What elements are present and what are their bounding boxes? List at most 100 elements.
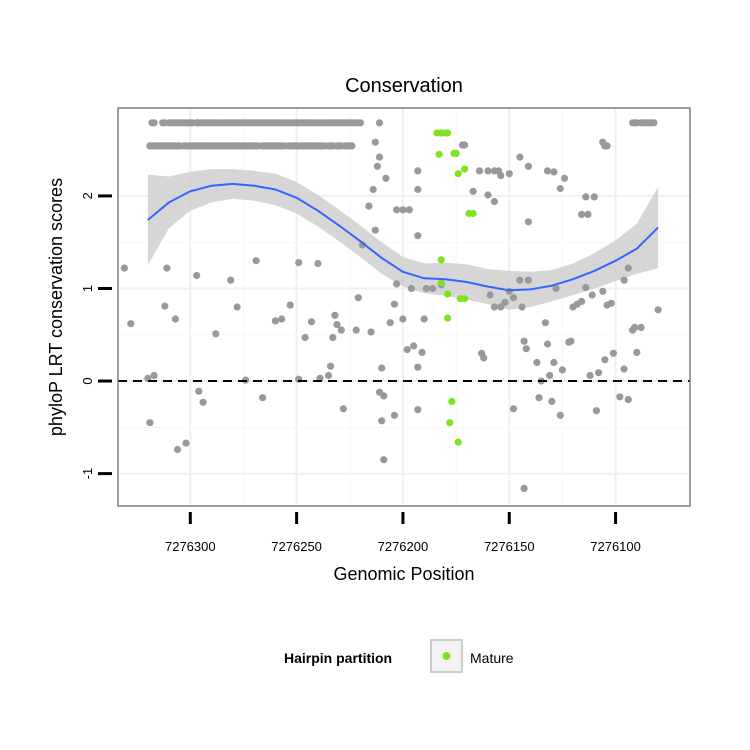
point-other-205 bbox=[371, 226, 379, 234]
point-other-300 bbox=[509, 405, 518, 413]
point-other-287 bbox=[418, 348, 426, 356]
point-other-315 bbox=[558, 366, 567, 374]
point-other-198 bbox=[371, 138, 379, 146]
point-other-229 bbox=[582, 193, 590, 201]
point-other-254 bbox=[278, 315, 286, 323]
point-other-295 bbox=[490, 303, 498, 311]
point-other-249 bbox=[233, 303, 241, 311]
point-other-304 bbox=[522, 345, 530, 353]
point-other-221 bbox=[505, 170, 513, 178]
point-other-213 bbox=[461, 141, 469, 149]
point-other-252 bbox=[259, 394, 267, 402]
point-other-325 bbox=[592, 407, 601, 415]
chart-title: Conservation bbox=[345, 75, 463, 97]
legend-swatch-mature bbox=[442, 652, 451, 660]
point-other-248 bbox=[227, 276, 235, 284]
point-other-91 bbox=[150, 119, 158, 127]
point-mature-15 bbox=[461, 295, 469, 303]
legend-title: Hairpin partition bbox=[284, 650, 392, 666]
smooth-line bbox=[147, 182, 659, 292]
point-other-203 bbox=[365, 202, 373, 210]
point-other-228 bbox=[560, 174, 569, 182]
point-other-302 bbox=[518, 303, 526, 311]
smooth-line-group bbox=[147, 182, 659, 292]
point-other-293 bbox=[480, 354, 488, 362]
point-mature-17 bbox=[448, 397, 456, 405]
point-other-336 bbox=[624, 264, 632, 272]
point-other-207 bbox=[414, 185, 422, 194]
point-other-299 bbox=[509, 294, 518, 302]
point-other-259 bbox=[307, 318, 316, 326]
point-other-312 bbox=[548, 397, 556, 405]
point-other-218 bbox=[469, 187, 477, 195]
point-other-231 bbox=[584, 210, 592, 218]
point-other-232 bbox=[578, 210, 586, 218]
point-other-272 bbox=[378, 364, 386, 372]
point-other-227 bbox=[556, 184, 564, 193]
point-other-200 bbox=[373, 162, 381, 170]
point-other-328 bbox=[601, 356, 609, 364]
y-tick-label-1: 0 bbox=[80, 377, 95, 384]
point-mature-4 bbox=[435, 150, 443, 158]
x-axis-title: Genomic Position bbox=[333, 564, 474, 584]
point-other-281 bbox=[399, 315, 407, 323]
point-other-238 bbox=[146, 419, 154, 427]
point-other-341 bbox=[654, 306, 662, 314]
point-other-289 bbox=[422, 284, 430, 293]
point-other-225 bbox=[543, 167, 552, 175]
point-other-276 bbox=[380, 456, 388, 464]
point-mature-19 bbox=[454, 438, 462, 446]
x-tick-label-1: 7276250 bbox=[271, 539, 322, 554]
point-other-270 bbox=[354, 294, 362, 302]
point-other-241 bbox=[171, 315, 179, 323]
point-other-335 bbox=[620, 276, 628, 284]
point-other-311 bbox=[546, 371, 554, 380]
point-other-255 bbox=[286, 301, 294, 309]
point-mature-12 bbox=[437, 279, 445, 287]
point-other-223 bbox=[516, 153, 524, 161]
point-mature-16 bbox=[444, 314, 452, 322]
point-other-330 bbox=[607, 299, 615, 307]
point-other-264 bbox=[331, 311, 339, 319]
point-other-296 bbox=[497, 303, 505, 311]
point-other-193 bbox=[650, 119, 658, 127]
point-other-282 bbox=[403, 346, 411, 354]
point-other-332 bbox=[616, 393, 624, 401]
point-other-326 bbox=[595, 369, 603, 377]
point-other-284 bbox=[410, 342, 418, 350]
point-other-274 bbox=[378, 417, 386, 425]
point-other-196 bbox=[603, 142, 611, 150]
y-tick-label-2: 1 bbox=[80, 285, 95, 292]
point-other-220 bbox=[490, 197, 498, 206]
y-axis: -1 0 1 2 bbox=[80, 192, 112, 479]
point-other-280 bbox=[393, 280, 401, 288]
point-other-251 bbox=[252, 257, 260, 265]
point-other-306 bbox=[533, 358, 541, 367]
point-other-294 bbox=[486, 291, 494, 299]
point-other-245 bbox=[195, 387, 203, 395]
point-other-316 bbox=[556, 411, 564, 419]
legend-label-mature: Mature bbox=[470, 650, 514, 666]
point-other-211 bbox=[414, 232, 422, 240]
point-other-324 bbox=[588, 291, 596, 299]
point-other-253 bbox=[271, 317, 279, 325]
point-other-210 bbox=[393, 206, 401, 214]
point-other-342 bbox=[520, 484, 528, 492]
point-other-243 bbox=[182, 439, 190, 447]
point-mature-8 bbox=[461, 165, 469, 173]
point-other-260 bbox=[314, 259, 322, 268]
point-other-258 bbox=[301, 333, 309, 342]
point-other-303 bbox=[520, 337, 528, 345]
point-other-226 bbox=[550, 168, 558, 176]
point-other-201 bbox=[369, 185, 377, 194]
point-other-233 bbox=[524, 218, 533, 226]
point-other-214 bbox=[475, 167, 484, 175]
point-other-222 bbox=[497, 172, 505, 180]
point-mature-3 bbox=[444, 129, 452, 137]
point-other-244 bbox=[193, 271, 201, 280]
point-other-314 bbox=[552, 284, 560, 293]
x-tick-label-3: 7276150 bbox=[484, 539, 535, 554]
point-other-309 bbox=[541, 319, 550, 327]
point-other-266 bbox=[333, 321, 341, 329]
